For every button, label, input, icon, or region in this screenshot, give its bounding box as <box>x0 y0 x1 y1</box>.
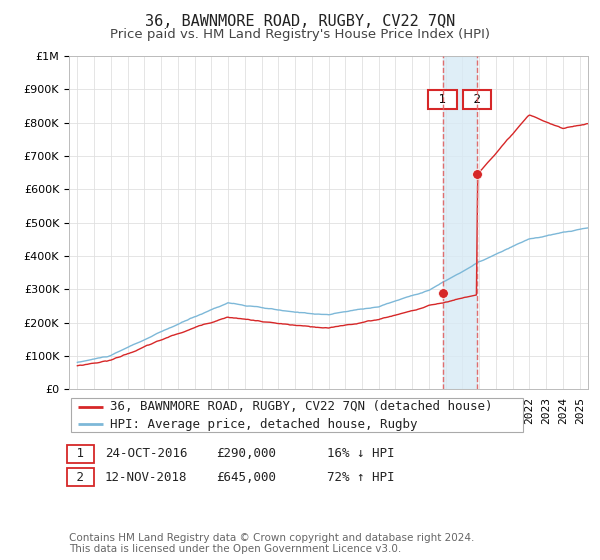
Text: 36, BAWNMORE ROAD, RUGBY, CV22 7QN: 36, BAWNMORE ROAD, RUGBY, CV22 7QN <box>145 14 455 29</box>
Text: 72% ↑ HPI: 72% ↑ HPI <box>327 470 395 484</box>
Text: £645,000: £645,000 <box>216 470 276 484</box>
Text: 24-OCT-2016: 24-OCT-2016 <box>105 447 187 460</box>
FancyBboxPatch shape <box>71 398 523 432</box>
Text: 16% ↓ HPI: 16% ↓ HPI <box>327 447 395 460</box>
Text: Contains HM Land Registry data © Crown copyright and database right 2024.
This d: Contains HM Land Registry data © Crown c… <box>69 533 475 554</box>
Text: 1: 1 <box>431 93 454 106</box>
Bar <box>443 56 477 389</box>
Text: Price paid vs. HM Land Registry's House Price Index (HPI): Price paid vs. HM Land Registry's House … <box>110 28 490 41</box>
Text: HPI: Average price, detached house, Rugby: HPI: Average price, detached house, Rugb… <box>110 418 418 431</box>
Text: 2: 2 <box>69 470 91 484</box>
Text: £290,000: £290,000 <box>216 447 276 460</box>
Text: 36, BAWNMORE ROAD, RUGBY, CV22 7QN (detached house): 36, BAWNMORE ROAD, RUGBY, CV22 7QN (deta… <box>110 400 493 413</box>
Text: 12-NOV-2018: 12-NOV-2018 <box>105 470 187 484</box>
Text: 1: 1 <box>69 447 91 460</box>
Text: 2: 2 <box>466 93 488 106</box>
